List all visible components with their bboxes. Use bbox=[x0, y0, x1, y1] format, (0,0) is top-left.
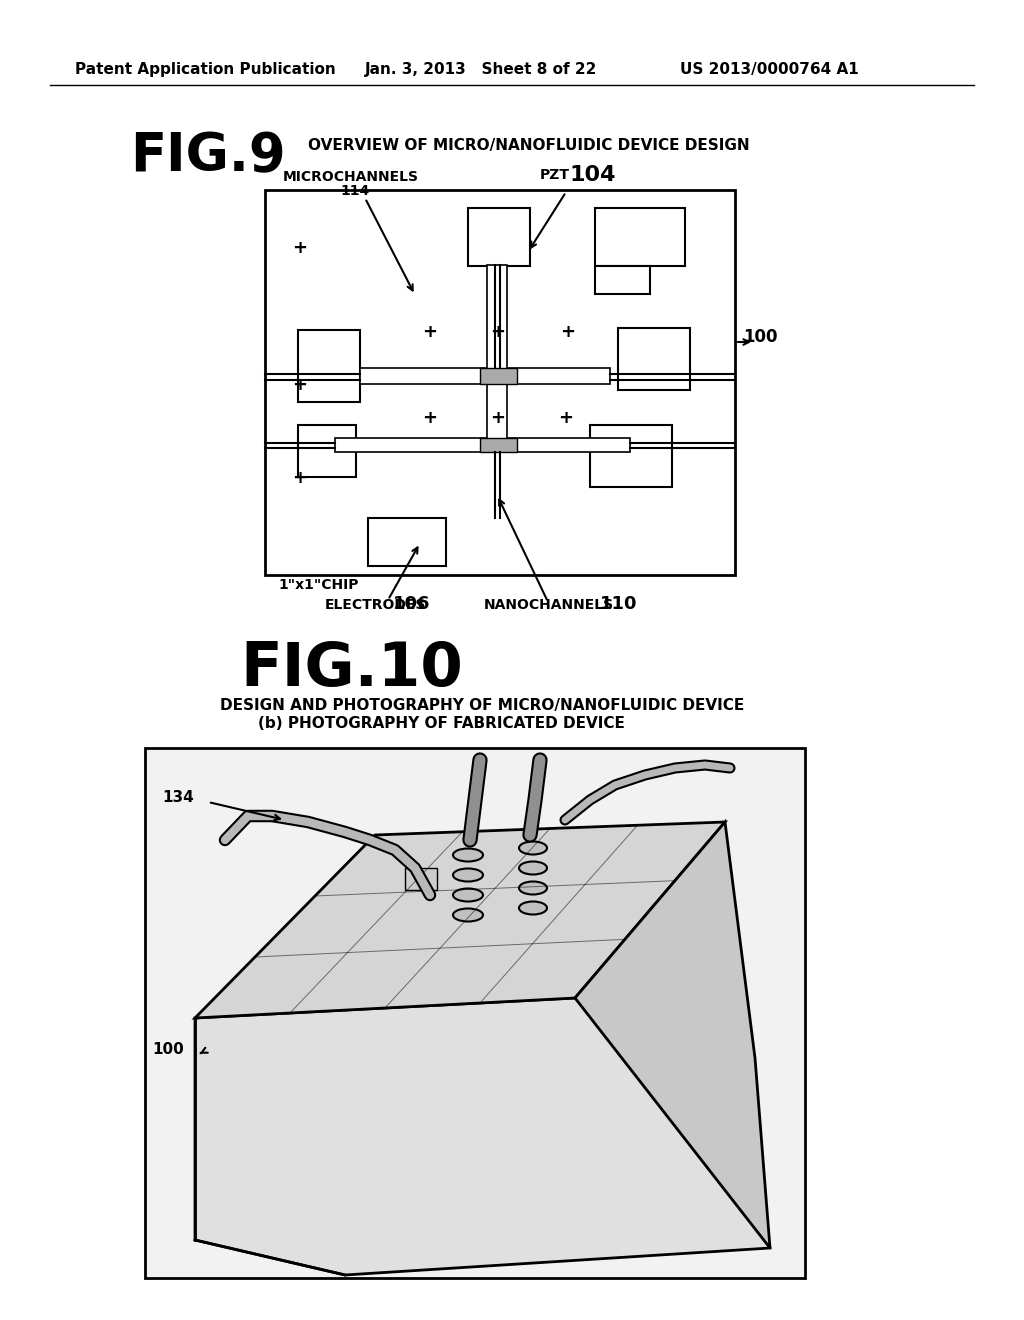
Text: 100: 100 bbox=[743, 327, 777, 346]
Text: ELECTRODES: ELECTRODES bbox=[325, 598, 426, 612]
Bar bbox=[618, 327, 690, 389]
Bar bbox=[406, 869, 437, 890]
Bar bbox=[368, 517, 446, 566]
Bar bbox=[468, 209, 530, 267]
Ellipse shape bbox=[519, 902, 547, 915]
Text: +: + bbox=[293, 376, 307, 393]
Text: 114: 114 bbox=[340, 183, 370, 198]
Ellipse shape bbox=[519, 862, 547, 874]
Ellipse shape bbox=[453, 908, 483, 921]
Text: DESIGN AND PHOTOGRAPHY OF MICRO/NANOFLUIDIC DEVICE: DESIGN AND PHOTOGRAPHY OF MICRO/NANOFLUI… bbox=[220, 698, 744, 713]
Ellipse shape bbox=[453, 888, 483, 902]
Text: US 2013/0000764 A1: US 2013/0000764 A1 bbox=[680, 62, 859, 77]
Text: 110: 110 bbox=[600, 595, 638, 612]
Polygon shape bbox=[195, 998, 770, 1275]
Text: 104: 104 bbox=[570, 165, 616, 185]
Bar bbox=[595, 209, 685, 267]
Ellipse shape bbox=[519, 882, 547, 895]
Bar bbox=[590, 425, 672, 487]
Text: OVERVIEW OF MICRO/NANOFLUIDIC DEVICE DESIGN: OVERVIEW OF MICRO/NANOFLUIDIC DEVICE DES… bbox=[308, 139, 750, 153]
Text: 100: 100 bbox=[152, 1041, 183, 1057]
Text: FIG.9: FIG.9 bbox=[130, 129, 286, 182]
Text: +: + bbox=[558, 409, 573, 426]
Text: (b) PHOTOGRAPHY OF FABRICATED DEVICE: (b) PHOTOGRAPHY OF FABRICATED DEVICE bbox=[258, 715, 625, 731]
Text: 134: 134 bbox=[162, 789, 194, 805]
Text: MICROCHANNELS: MICROCHANNELS bbox=[283, 170, 419, 183]
Ellipse shape bbox=[519, 842, 547, 854]
Ellipse shape bbox=[453, 869, 483, 882]
Text: 1"x1"CHIP: 1"x1"CHIP bbox=[278, 578, 358, 591]
Text: +: + bbox=[490, 323, 506, 341]
Bar bbox=[480, 368, 517, 384]
Bar bbox=[480, 438, 517, 451]
Bar bbox=[595, 267, 650, 294]
Bar bbox=[265, 190, 735, 576]
Bar bbox=[360, 368, 610, 384]
Text: +: + bbox=[560, 323, 575, 341]
Text: Jan. 3, 2013   Sheet 8 of 22: Jan. 3, 2013 Sheet 8 of 22 bbox=[365, 62, 597, 77]
Bar bbox=[487, 381, 507, 444]
Bar bbox=[145, 748, 805, 1278]
Text: PZT: PZT bbox=[540, 168, 570, 182]
Text: 106: 106 bbox=[393, 595, 430, 612]
Polygon shape bbox=[195, 822, 725, 1018]
Bar bbox=[335, 438, 630, 451]
Bar bbox=[298, 425, 356, 477]
Text: +: + bbox=[293, 469, 307, 487]
Text: Patent Application Publication: Patent Application Publication bbox=[75, 62, 336, 77]
Bar bbox=[298, 330, 360, 403]
Text: NANOCHANNELS: NANOCHANNELS bbox=[484, 598, 614, 612]
Polygon shape bbox=[575, 822, 770, 1247]
Text: FIG.10: FIG.10 bbox=[240, 640, 463, 700]
Text: +: + bbox=[423, 323, 437, 341]
Text: +: + bbox=[423, 409, 437, 426]
Bar bbox=[487, 265, 507, 374]
Text: +: + bbox=[293, 239, 307, 257]
Text: +: + bbox=[490, 409, 506, 426]
Ellipse shape bbox=[453, 849, 483, 862]
